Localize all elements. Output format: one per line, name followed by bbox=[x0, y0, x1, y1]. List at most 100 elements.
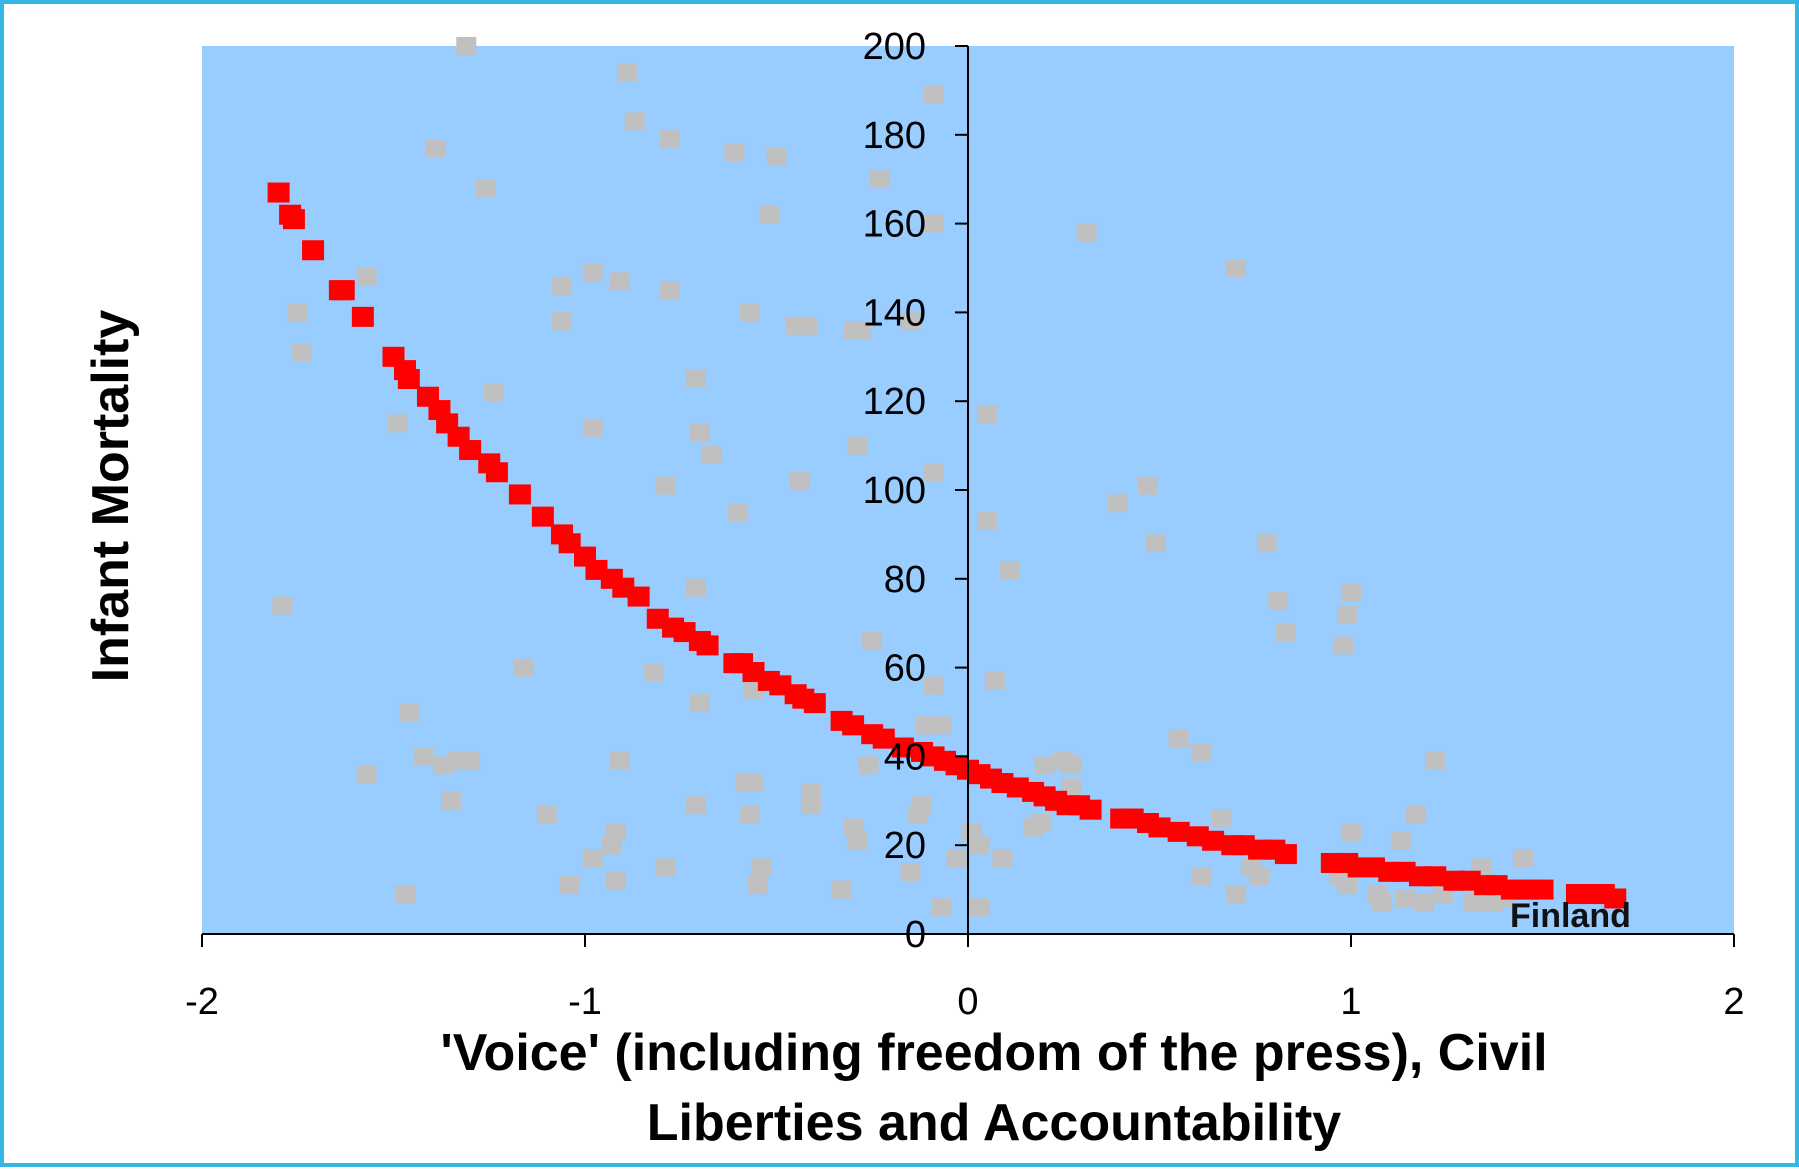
observed-point bbox=[724, 143, 745, 162]
observed-point bbox=[398, 703, 419, 721]
observed-point bbox=[536, 805, 557, 824]
fit-point bbox=[1424, 866, 1447, 887]
finland-label: Finland bbox=[1510, 897, 1631, 935]
observed-point bbox=[659, 281, 680, 300]
observed-point bbox=[624, 112, 645, 131]
fit-point bbox=[397, 369, 420, 389]
observed-point bbox=[862, 631, 883, 650]
y-tick-label: 140 bbox=[863, 292, 926, 334]
fit-point bbox=[872, 728, 895, 749]
observed-point bbox=[425, 139, 446, 158]
observed-point bbox=[291, 343, 312, 362]
observed-point bbox=[689, 694, 710, 713]
observed-point bbox=[1138, 476, 1159, 495]
observed-point bbox=[1371, 893, 1392, 912]
observed-point bbox=[1463, 893, 1484, 912]
observed-point bbox=[1275, 623, 1296, 642]
observed-point bbox=[272, 596, 293, 615]
observed-point bbox=[908, 805, 929, 824]
fit-point bbox=[1274, 844, 1297, 865]
y-tick-label: 100 bbox=[863, 470, 926, 512]
fit-point bbox=[803, 693, 826, 714]
observed-point bbox=[766, 148, 787, 166]
observed-point bbox=[582, 849, 603, 868]
observed-point bbox=[846, 831, 867, 850]
observed-point bbox=[1226, 259, 1247, 277]
observed-point bbox=[1107, 494, 1128, 513]
observed-point bbox=[414, 747, 435, 766]
observed-points bbox=[272, 37, 1534, 917]
observed-point bbox=[751, 858, 772, 877]
observed-point bbox=[1425, 751, 1446, 770]
y-axis-title: Infant Mortality bbox=[82, 310, 140, 683]
observed-point bbox=[617, 63, 638, 82]
observed-point bbox=[356, 765, 377, 784]
observed-point bbox=[831, 880, 852, 899]
observed-point bbox=[1513, 849, 1534, 868]
fit-point bbox=[267, 182, 290, 203]
observed-point bbox=[394, 885, 415, 904]
observed-point bbox=[605, 871, 626, 890]
x-axis-title-line-2: Liberties and Accountability bbox=[647, 1094, 1341, 1152]
y-tick-label: 180 bbox=[863, 115, 926, 157]
y-tick-label: 60 bbox=[884, 648, 926, 690]
observed-point bbox=[900, 862, 921, 881]
observed-point bbox=[1226, 885, 1247, 904]
observed-point bbox=[1034, 756, 1055, 775]
observed-point bbox=[923, 214, 944, 233]
y-tick-label: 160 bbox=[863, 204, 926, 246]
observed-point bbox=[1256, 534, 1277, 553]
observed-point bbox=[1210, 809, 1231, 828]
fit-point bbox=[459, 440, 482, 461]
fit-point bbox=[1604, 888, 1627, 909]
fit-point bbox=[842, 715, 865, 736]
observed-point bbox=[1333, 636, 1354, 655]
observed-point bbox=[643, 663, 664, 682]
fit-point bbox=[282, 209, 305, 230]
observed-point bbox=[387, 414, 408, 433]
observed-point bbox=[1030, 814, 1051, 832]
fit-point bbox=[531, 506, 554, 527]
observed-point bbox=[1413, 893, 1434, 912]
observed-point bbox=[287, 303, 308, 322]
observed-point bbox=[440, 791, 461, 810]
observed-point bbox=[356, 267, 377, 286]
y-tick-label: 120 bbox=[863, 381, 926, 423]
observed-point bbox=[739, 805, 760, 824]
observed-point bbox=[1341, 583, 1361, 602]
observed-point bbox=[1000, 560, 1021, 579]
x-tick-label: 0 bbox=[957, 981, 978, 1023]
fit-point bbox=[1079, 799, 1102, 820]
observed-point bbox=[800, 796, 821, 815]
x-ticks: -2 -1 0 1 2 bbox=[185, 934, 1745, 1023]
observed-point bbox=[456, 37, 477, 55]
observed-point bbox=[858, 756, 879, 775]
observed-point bbox=[747, 876, 768, 895]
observed-point bbox=[1390, 831, 1411, 850]
y-tick-label: 200 bbox=[863, 26, 926, 68]
observed-point bbox=[984, 671, 1005, 690]
observed-point bbox=[686, 370, 707, 388]
observed-point bbox=[900, 312, 921, 331]
y-tick-label: 40 bbox=[884, 736, 926, 778]
observed-point bbox=[1168, 729, 1189, 748]
observed-point bbox=[552, 276, 573, 295]
fitted-points bbox=[267, 182, 1627, 909]
observed-point bbox=[655, 476, 676, 495]
observed-point bbox=[1341, 822, 1361, 841]
observed-point bbox=[701, 445, 722, 464]
observed-point bbox=[1337, 605, 1358, 624]
fit-point bbox=[627, 586, 650, 607]
observed-point bbox=[655, 858, 676, 877]
x-tick-label: -1 bbox=[568, 981, 602, 1023]
observed-point bbox=[1191, 867, 1212, 886]
observed-point bbox=[728, 503, 749, 522]
observed-point bbox=[1268, 592, 1289, 610]
observed-point bbox=[582, 263, 603, 282]
observed-point bbox=[1145, 534, 1166, 553]
observed-point bbox=[460, 751, 481, 770]
observed-point bbox=[743, 774, 764, 793]
y-ticks: 0 20 40 60 80 100 120 140 160 180 200 bbox=[863, 26, 968, 956]
observed-point bbox=[609, 272, 630, 291]
